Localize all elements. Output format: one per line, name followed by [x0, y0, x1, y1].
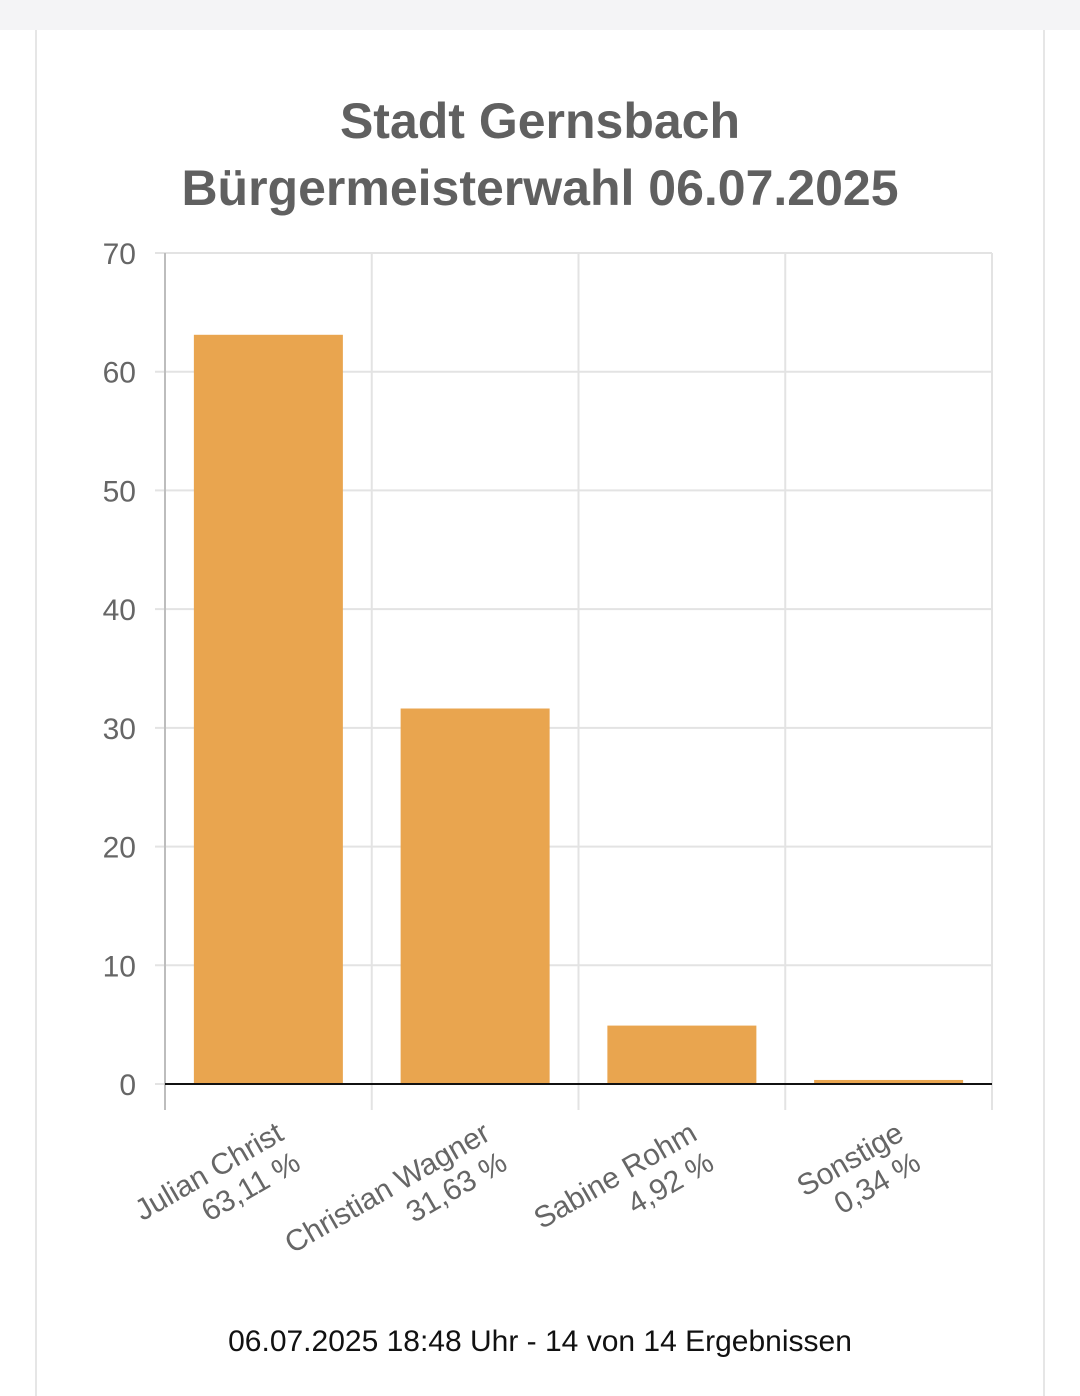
bar-3 [607, 1025, 757, 1084]
y-tick-label: 10 [103, 950, 136, 983]
bar-2 [400, 708, 550, 1084]
bar-4 [814, 1079, 964, 1084]
y-tick-label: 70 [103, 238, 136, 271]
y-tick-label: 50 [103, 475, 136, 508]
y-tick-label: 20 [103, 832, 136, 865]
y-tick-label: 40 [103, 594, 136, 627]
chart-title-line1: Stadt Gernsbach [339, 93, 741, 149]
bar-1 [193, 334, 343, 1084]
y-tick-label: 60 [103, 357, 136, 390]
y-tick-label: 30 [103, 713, 136, 746]
y-tick-label: 0 [119, 1069, 136, 1102]
chart-title-line2: Bürgermeisterwahl 06.07.2025 [181, 160, 899, 216]
top-bar [0, 0, 1080, 30]
results-status: 06.07.2025 18:48 Uhr - 14 von 14 Ergebni… [228, 1325, 852, 1358]
